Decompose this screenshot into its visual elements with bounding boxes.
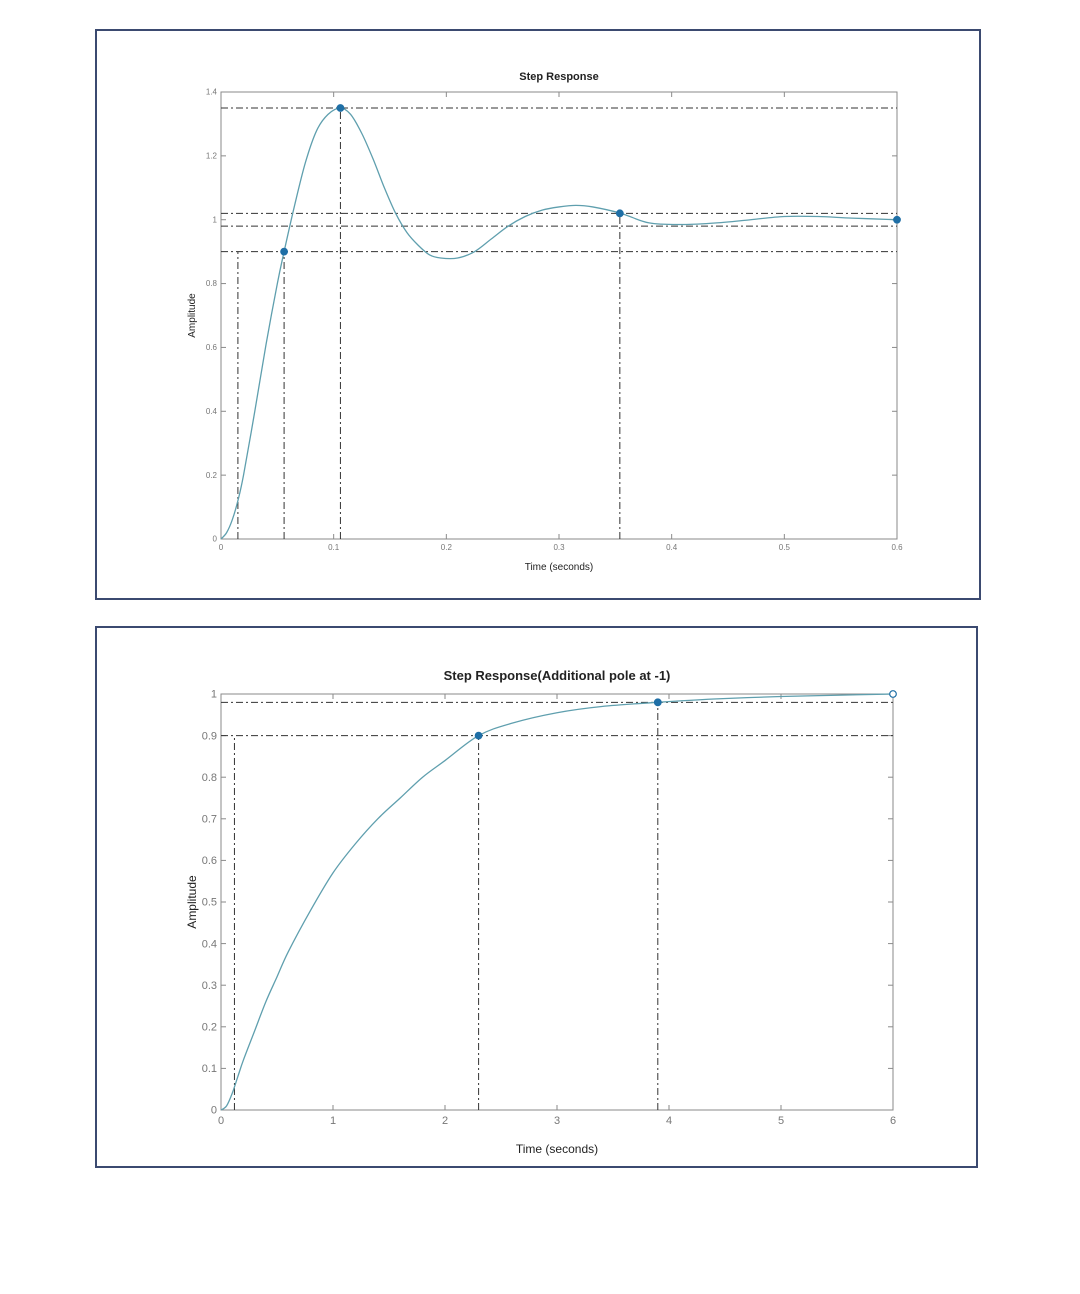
x-tick-label: 0.4 [666, 543, 678, 552]
x-tick-label: 6 [890, 1115, 896, 1127]
x-tick-label: 0.3 [553, 543, 565, 552]
chart-title: Step Response [519, 71, 598, 83]
x-tick-label: 0.6 [891, 543, 903, 552]
y-tick-label: 0.4 [202, 938, 217, 950]
series-line [220, 693, 894, 1111]
x-tick-label: 5 [778, 1115, 784, 1127]
y-tick-label: 0.2 [206, 471, 218, 480]
y-tick-label: 0.6 [202, 855, 217, 867]
data-marker [615, 209, 624, 218]
x-axis-label: Time (seconds) [516, 1142, 598, 1156]
y-tick-label: 0.7 [202, 813, 217, 825]
y-tick-label: 0.8 [206, 279, 218, 288]
y-tick-label: 0.4 [206, 407, 218, 416]
y-tick-label: 0 [211, 1105, 217, 1117]
x-tick-label: 1 [330, 1115, 336, 1127]
x-axis-label: Time (seconds) [525, 562, 594, 573]
y-tick-label: 1.2 [206, 152, 218, 161]
data-marker [474, 731, 483, 740]
y-tick-label: 1 [213, 215, 218, 224]
y-tick-label: 0.8 [202, 772, 217, 784]
x-tick-label: 0.2 [441, 543, 453, 552]
y-tick-label: 0.2 [202, 1021, 217, 1033]
y-tick-label: 0.5 [202, 897, 217, 909]
x-tick-label: 2 [442, 1115, 448, 1127]
x-tick-label: 3 [554, 1115, 560, 1127]
chart-panel-additional-pole: Step Response(Additional pole at -1) 0 1 2 3… [95, 626, 978, 1168]
data-marker [653, 698, 662, 707]
x-tick-label: 0.1 [328, 543, 340, 552]
y-tick-label: 0.1 [202, 1063, 217, 1075]
y-tick-label: 1 [211, 689, 217, 701]
series-line [220, 107, 898, 540]
y-axis-label: Amplitude [187, 293, 198, 338]
y-tick-label: 0.6 [206, 343, 218, 352]
x-tick-label: 0.5 [779, 543, 791, 552]
step-response-chart: Step Response 0 0.1 0.2 0.3 0.4 0.5 0.6 0 0.2 0.4 0… [187, 71, 903, 573]
data-marker [893, 215, 901, 224]
y-tick-label: 0.9 [202, 730, 217, 742]
y-tick-label: 0 [213, 535, 218, 544]
x-tick-label: 4 [666, 1115, 672, 1127]
axes-box [220, 91, 898, 540]
data-marker [280, 247, 288, 256]
y-tick-label: 0.3 [202, 980, 217, 992]
y-tick-label: 1.4 [206, 88, 218, 97]
x-tick-label: 0 [219, 543, 224, 552]
x-tick-label: 0 [218, 1115, 224, 1127]
chart-title: Step Response(Additional pole at -1) [444, 668, 671, 683]
data-marker [336, 104, 345, 112]
y-axis-label: Amplitude [185, 875, 199, 929]
axes-box [220, 693, 894, 1111]
chart-panel-step-response: Step Response 0 0.1 0.2 0.3 0.4 0.5 0.6 0 0.2 0.4 0… [95, 29, 981, 600]
data-marker [889, 690, 897, 698]
additional-pole-chart: Step Response(Additional pole at -1) 0 1 2 3… [185, 668, 897, 1156]
